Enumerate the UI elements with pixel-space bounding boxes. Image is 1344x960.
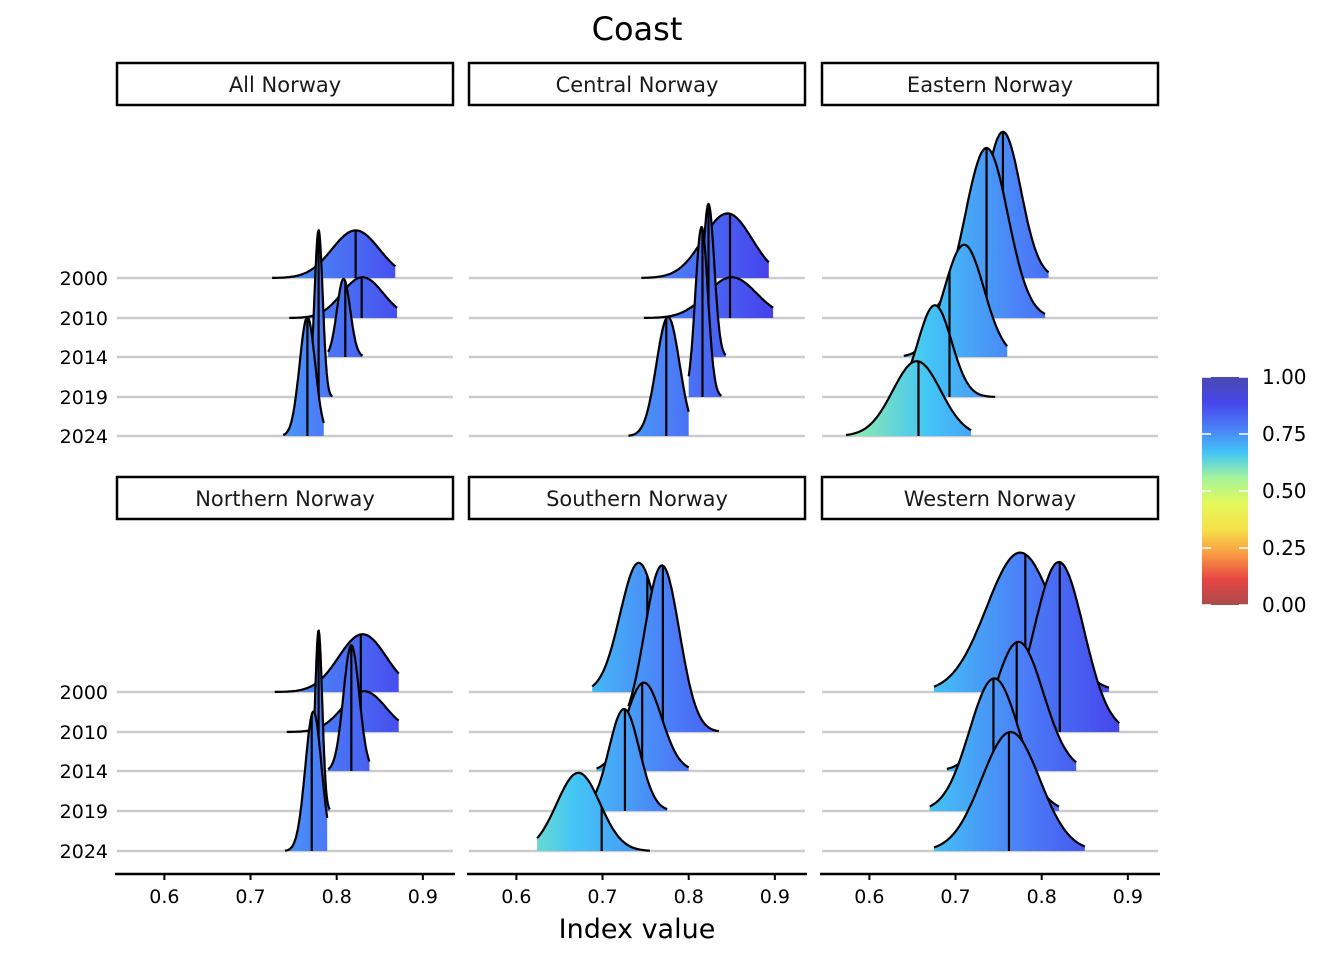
ridge-fill-2024: [537, 772, 650, 851]
y-tick-label: 2014: [60, 761, 108, 783]
ridge-fill-2019: [587, 709, 668, 811]
ridge-outline-2024: [628, 315, 690, 437]
x-tick-label: 0.9: [760, 886, 790, 908]
y-tick-label: 2010: [60, 308, 108, 330]
chart-title: Coast: [592, 10, 683, 48]
colorbar-legend: 0.00 0.25 0.50 0.75 1.00: [1202, 365, 1307, 617]
ridge-outline-2019: [687, 226, 723, 397]
x-tick-label: 0.6: [149, 886, 179, 908]
x-tick-label: 0.8: [322, 886, 352, 908]
ridge-fill-2000: [274, 634, 399, 692]
facet-strip: [820, 61, 1160, 107]
x-axis-title: Index value: [559, 914, 716, 945]
ridge-outline-2024: [536, 771, 650, 852]
colorbar-label: 0.50: [1262, 479, 1307, 503]
colorbar-label: 0.00: [1262, 593, 1307, 617]
ridge-outline-2019: [309, 228, 333, 398]
facet-strip-label: Northern Norway: [195, 487, 375, 511]
facet-panel: Western Norway 0.6 0.7 0.8 0.9: [820, 475, 1160, 908]
facet-strip-label: Eastern Norway: [907, 73, 1073, 97]
x-tick-label: 0.8: [1027, 886, 1057, 908]
facet-panels: All Norway 2000 2010 2014 2019 2024 Central No…: [60, 61, 1160, 908]
ridge-outline-2000: [274, 633, 400, 693]
facet-strip: [820, 475, 1160, 521]
facet-panel: Central Norway: [467, 61, 807, 438]
y-tick-label: 2000: [60, 268, 108, 290]
y-tick-label: 2014: [60, 347, 108, 369]
facet-strip-label: Western Norway: [904, 487, 1076, 511]
facet-strip: [115, 61, 455, 107]
facet-strip: [115, 475, 455, 521]
ridge-fill-2000: [272, 230, 396, 278]
ridge-fill-2024: [283, 317, 324, 436]
ridge-outline-2024: [284, 710, 329, 852]
colorbar-label: 0.25: [1262, 536, 1307, 560]
y-tick-label: 2019: [60, 801, 108, 823]
facet-strip: [467, 475, 807, 521]
ridge-outline-2024: [845, 360, 972, 437]
facet-strip: [467, 61, 807, 107]
x-tick-label: 0.9: [408, 886, 438, 908]
ridge-outline-2014: [327, 643, 371, 771]
x-tick-label: 0.7: [587, 886, 617, 908]
ridge-outline-2000: [272, 229, 397, 279]
facet-strip-label: Southern Norway: [546, 487, 728, 511]
x-tick-label: 0.9: [1113, 886, 1143, 908]
ridge-outline-2019: [587, 707, 668, 811]
facet-panel: Eastern Norway: [820, 61, 1160, 438]
ridge-outline-2024: [933, 730, 1086, 849]
x-tick-label: 0.7: [235, 886, 265, 908]
x-tick-label: 0.7: [940, 886, 970, 908]
ridge-fill-2024: [285, 711, 328, 851]
colorbar-label: 0.75: [1262, 422, 1307, 446]
facet-strip-label: Central Norway: [556, 73, 719, 97]
ridge-fill-2024: [628, 317, 689, 436]
y-tick-label: 2000: [60, 682, 108, 704]
facet-panel: Northern Norway 2000 2010 2014 2019 2024 0.6 0.…: [60, 475, 455, 908]
y-tick-label: 2024: [60, 426, 108, 448]
y-tick-label: 2024: [60, 841, 108, 863]
ridge-fill-2014: [903, 244, 1008, 357]
facet-panel: All Norway 2000 2010 2014 2019 2024: [60, 61, 455, 448]
ridge-outline-2024: [282, 315, 325, 437]
y-tick-label: 2019: [60, 387, 108, 409]
facet-strip-label: All Norway: [229, 73, 341, 97]
ridge-outline-2019: [907, 304, 996, 398]
x-tick-label: 0.6: [501, 886, 531, 908]
colorbar-label: 1.00: [1262, 365, 1307, 389]
x-tick-label: 0.8: [674, 886, 704, 908]
facet-panel: Southern Norway 0.6 0.7 0.8 0.9: [467, 475, 807, 908]
ridge-outline-2010: [627, 564, 719, 733]
y-tick-label: 2010: [60, 722, 108, 744]
x-tick-label: 0.6: [854, 886, 884, 908]
